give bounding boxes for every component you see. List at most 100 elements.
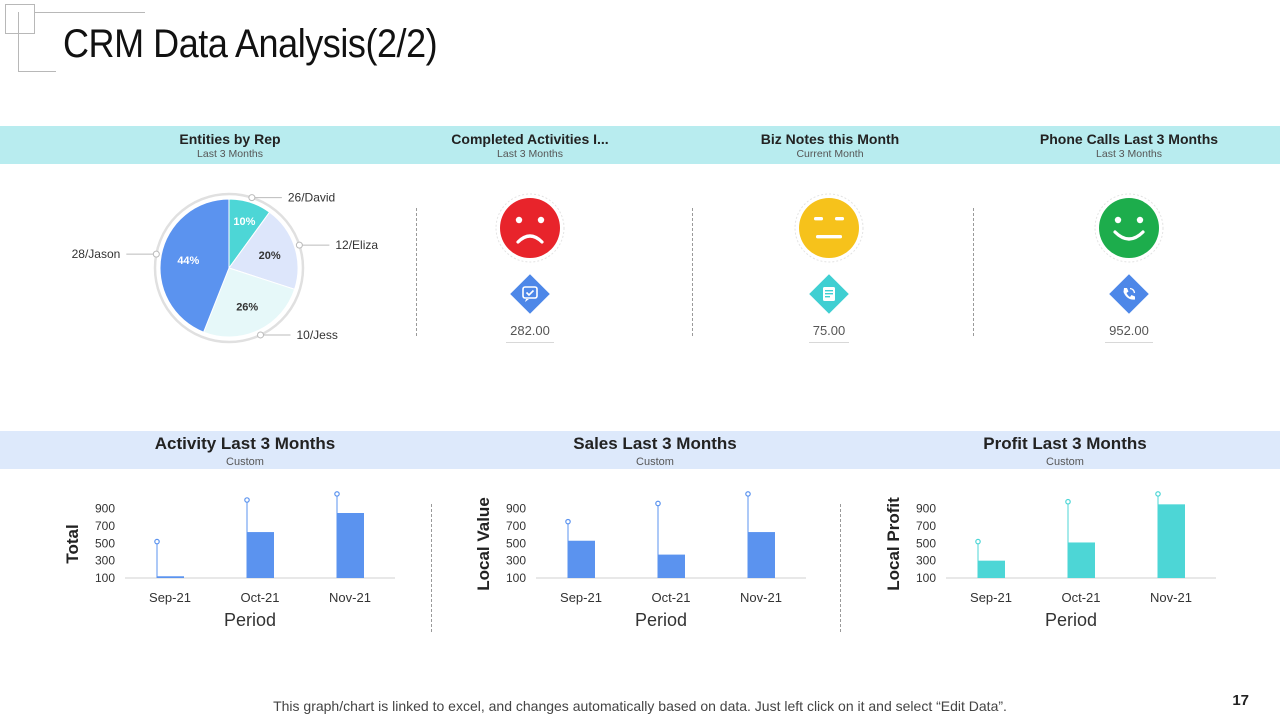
header-subtitle: Last 3 Months: [1096, 148, 1162, 160]
bar-oct-21[interactable]: [247, 532, 274, 578]
y-tick-label: 300: [95, 554, 115, 568]
pie-leader-dot: [257, 331, 265, 339]
note-icon: [809, 274, 849, 314]
y-tick-label: 700: [506, 519, 526, 533]
bar-oct-21[interactable]: [658, 554, 685, 578]
marker-dot: [565, 518, 571, 525]
y-tick-label: 100: [95, 571, 115, 585]
x-axis-title: Period: [635, 610, 687, 630]
header-profit: Profit Last 3 Months Custom: [940, 434, 1190, 468]
divider: [431, 504, 432, 632]
header-title: Completed Activities I...: [451, 131, 609, 147]
y-tick-label: 900: [95, 502, 115, 516]
sales-bar-chart-svg: Local Value 100 300 500 700 900 Sep-21 Oct-21 No…: [474, 491, 806, 630]
y-tick-label: 300: [916, 554, 936, 568]
header-title: Entities by Rep: [179, 131, 281, 147]
header-title: Phone Calls Last 3 Months: [1039, 131, 1219, 147]
title-decoration-line: [35, 12, 145, 13]
bar-nov-21[interactable]: [1158, 504, 1185, 578]
x-axis-title: Period: [224, 610, 276, 630]
y-axis-title: Local Profit: [884, 497, 903, 591]
divider: [973, 208, 974, 336]
sales-bar-chart[interactable]: Local Value 100 300 500 700 900 Sep-21 Oct-21 No…: [466, 488, 836, 638]
y-tick-label: 500: [916, 536, 936, 550]
y-tick-label: 100: [506, 571, 526, 585]
pie-slice-jason[interactable]: [159, 198, 230, 333]
x-tick-label: Oct-21: [240, 590, 279, 605]
header-subtitle: Custom: [1046, 456, 1084, 468]
header-subtitle: Current Month: [796, 148, 864, 160]
bar-sep-21[interactable]: [978, 560, 1005, 578]
header-entities-by-rep: Entities by Rep Last 3 Months: [130, 131, 330, 160]
y-tick-label: 900: [916, 502, 936, 516]
bar-nov-21[interactable]: [337, 513, 364, 578]
kpi-value: 75.00: [808, 320, 850, 343]
check-message-icon: [510, 274, 550, 314]
bottom-header-band: [0, 431, 1280, 469]
x-tick-label: Oct-21: [1061, 590, 1100, 605]
pie-pct-label: 10%: [233, 216, 255, 228]
y-tick-label: 700: [916, 519, 936, 533]
header-title: Sales Last 3 Months: [573, 434, 737, 453]
bar-oct-21[interactable]: [1068, 542, 1095, 578]
x-tick-label: Sep-21: [970, 590, 1012, 605]
header-phone-calls: Phone Calls Last 3 Months Last 3 Months: [1009, 131, 1249, 160]
x-tick-label: Oct-21: [651, 590, 690, 605]
x-tick-label: Nov-21: [740, 590, 782, 605]
pie-leader-dot: [152, 250, 160, 258]
x-tick-label: Sep-21: [560, 590, 602, 605]
y-tick-label: 500: [95, 536, 115, 550]
marker-dot: [334, 491, 340, 497]
phone-icon: [1109, 274, 1149, 314]
kpi-phone-calls: 952.00: [1069, 192, 1189, 343]
pie-callout-label: 26/David: [288, 191, 335, 205]
divider: [692, 208, 693, 336]
pie-callout-label: 12/Eliza: [335, 238, 378, 252]
marker-dot: [154, 538, 160, 545]
y-tick-label: 300: [506, 554, 526, 568]
footnote: This graph/chart is linked to excel, and…: [273, 698, 1007, 714]
kpi-completed-activities: 282.00: [470, 192, 590, 343]
kpi-biz-notes: 75.00: [769, 192, 889, 343]
bar-sep-21[interactable]: [157, 576, 184, 578]
marker-dot: [745, 491, 751, 497]
divider: [840, 504, 841, 632]
marker-dot: [244, 497, 250, 503]
title-decoration-square: [5, 4, 35, 34]
profit-bar-chart-svg: Local Profit 100 300 500 700 900 Sep-21 Oct-21 N…: [884, 491, 1216, 630]
pie-slice-eliza[interactable]: [228, 211, 299, 290]
header-subtitle: Last 3 Months: [497, 148, 563, 160]
y-axis-title: Local Value: [474, 497, 493, 591]
x-tick-label: Nov-21: [1150, 590, 1192, 605]
x-tick-label: Sep-21: [149, 590, 191, 605]
bar-sep-21[interactable]: [568, 540, 595, 578]
activity-bar-chart[interactable]: Total 100 300 500 700 900 Sep-21 Oct-21 Nov-21 Pe…: [55, 488, 425, 638]
marker-dot: [655, 500, 661, 507]
pie-callout-label: 10/Jess: [297, 328, 338, 342]
top-header-band: [0, 126, 1280, 164]
header-title: Biz Notes this Month: [760, 131, 900, 147]
title-decoration-bracket: [18, 12, 56, 72]
happy-face-icon: [1094, 193, 1164, 263]
marker-dot: [1155, 491, 1161, 497]
y-tick-label: 500: [506, 536, 526, 550]
pie-chart-svg: 10% 26/David 20% 12/Eliza 26% 10/Jess 44% 28/Ja…: [72, 191, 378, 344]
header-subtitle: Custom: [636, 456, 674, 468]
page-number: 17: [1232, 692, 1249, 709]
y-tick-label: 700: [95, 519, 115, 533]
bar-nov-21[interactable]: [748, 532, 775, 578]
y-tick-label: 900: [506, 502, 526, 516]
kpi-value: 952.00: [1105, 320, 1153, 343]
pie-leader-dot: [295, 241, 303, 249]
entities-pie-chart[interactable]: 10% 26/David 20% 12/Eliza 26% 10/Jess 44% 28/Ja…: [40, 185, 400, 375]
divider: [416, 208, 417, 336]
header-biz-notes: Biz Notes this Month Current Month: [720, 131, 940, 160]
header-subtitle: Custom: [226, 456, 264, 468]
header-sales: Sales Last 3 Months Custom: [530, 434, 780, 468]
profit-bar-chart[interactable]: Local Profit 100 300 500 700 900 Sep-21 Oct-21 N…: [876, 488, 1246, 638]
pie-slice-jess[interactable]: [202, 267, 296, 338]
header-completed-activities: Completed Activities I... Last 3 Months: [420, 131, 640, 160]
page-title: CRM Data Analysis(2/2): [63, 22, 438, 66]
y-tick-label: 100: [916, 571, 936, 585]
pie-pct-label: 26%: [236, 302, 258, 314]
